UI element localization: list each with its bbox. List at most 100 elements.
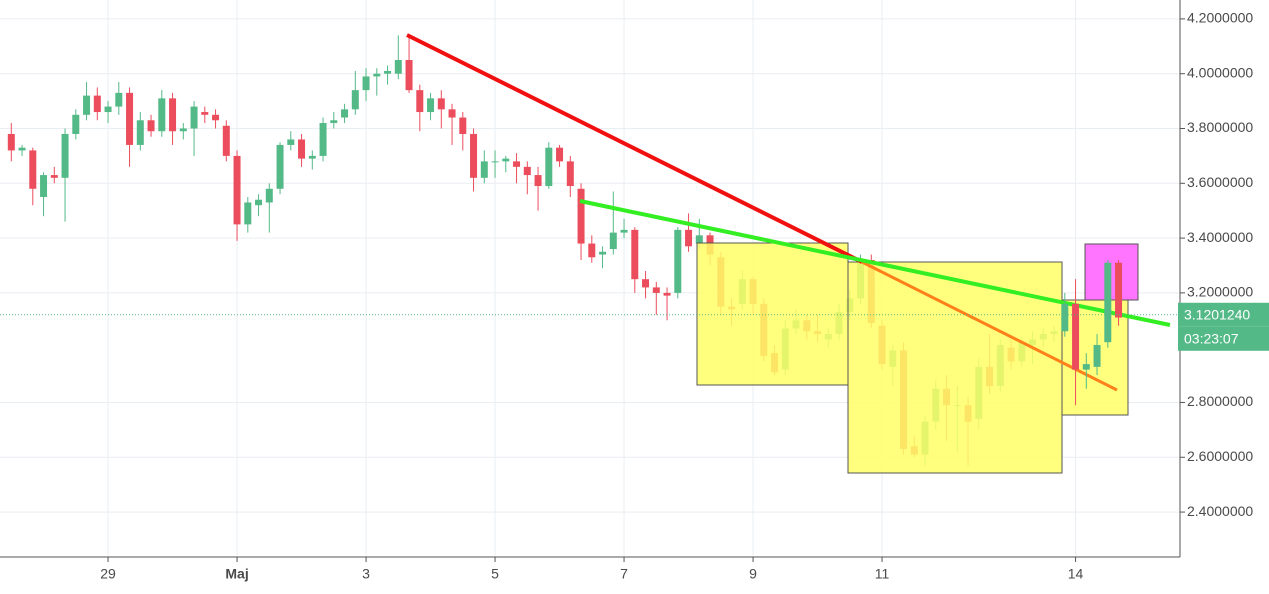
candle-body (265, 188, 273, 203)
candle-body (319, 123, 327, 156)
candle-body (427, 98, 435, 113)
candle-body (685, 229, 693, 247)
candle-body (609, 232, 617, 250)
candle-body (330, 120, 338, 124)
candle-body (566, 161, 574, 187)
candle-body (201, 112, 209, 115)
axis-labels: 2.4000000 2.6000000 2.8000000 3.2000000 3.40… (0, 10, 1269, 582)
candle-body (1082, 364, 1090, 370)
candle-body (416, 90, 424, 113)
candle-body (1093, 344, 1101, 367)
candle-body (255, 199, 263, 206)
candle-body (115, 92, 123, 107)
candle-body (448, 109, 456, 118)
candle-body (545, 147, 553, 187)
annotations (406, 33, 1171, 474)
candle-body (534, 175, 542, 187)
candle-body (72, 114, 80, 134)
x-tick-label: 3 (362, 566, 370, 582)
red-trendline (406, 33, 863, 264)
candle-body (674, 229, 682, 293)
timer-tag (1178, 326, 1269, 351)
candle-body (40, 175, 48, 197)
candle-body (695, 235, 703, 244)
candle-body (104, 106, 112, 113)
timer-label: 03:23:07 (1184, 330, 1239, 346)
y-tick-label: 4.2000000 (1187, 10, 1253, 26)
candle-body (556, 147, 564, 162)
candle-body (276, 144, 284, 189)
candle-body (29, 150, 37, 189)
last-price-tag (1178, 302, 1269, 327)
candle-body (18, 147, 26, 151)
candle-body (7, 133, 15, 151)
candle-body (1104, 262, 1112, 343)
candle-body (513, 161, 521, 167)
candle-body (158, 98, 166, 132)
candle-body (50, 175, 58, 178)
y-tick-label: 2.6000000 (1187, 448, 1253, 464)
candle-body (308, 155, 316, 159)
candle-body (179, 128, 187, 132)
candle-body (212, 114, 220, 121)
candle-body (470, 133, 478, 178)
candle-body (1115, 262, 1123, 318)
candle-body (169, 98, 177, 132)
magenta-box (1084, 243, 1139, 301)
x-tick-label: 11 (875, 566, 890, 582)
candle-body (502, 158, 510, 162)
yellow-box (847, 261, 1063, 474)
candle-body (222, 125, 230, 156)
candle-body (599, 251, 607, 255)
candle-body (287, 139, 295, 145)
candle-body (437, 98, 445, 110)
candle-body (83, 95, 91, 115)
candle-body (373, 73, 381, 77)
candle-body (480, 161, 488, 178)
candle-body (362, 76, 370, 91)
x-tick-label: 29 (100, 566, 116, 582)
x-tick-label: 5 (491, 566, 499, 582)
candle-body (126, 92, 134, 145)
y-tick-label: 2.4000000 (1187, 503, 1253, 519)
green-trendline (579, 199, 1171, 327)
candle-body (341, 109, 349, 118)
candle-body (631, 229, 639, 280)
candle-body (663, 292, 671, 296)
x-tick-label: 14 (1068, 566, 1084, 582)
candle-body (233, 155, 241, 225)
candle-body (1072, 303, 1080, 370)
last-price-label: 3.1201240 (1184, 306, 1250, 322)
candle-body (652, 287, 660, 293)
candle-body (394, 60, 402, 74)
y-tick-label: 4.0000000 (1187, 64, 1253, 80)
candle-body (459, 117, 467, 134)
candle-body (642, 279, 650, 288)
y-tick-label: 2.8000000 (1187, 393, 1253, 409)
x-tick-label: 9 (749, 566, 757, 582)
y-tick-label: 3.2000000 (1187, 284, 1253, 300)
candle-body (61, 133, 69, 178)
candle-body (351, 90, 359, 110)
candle-body (523, 166, 531, 176)
y-tick-label: 3.6000000 (1187, 174, 1253, 190)
candle-body (405, 60, 413, 91)
y-tick-label: 3.8000000 (1187, 119, 1253, 135)
candle-body (588, 243, 596, 258)
y-tick-label: 3.4000000 (1187, 229, 1253, 245)
candle-body (1061, 303, 1069, 332)
candle-body (244, 202, 252, 225)
candle-body (136, 120, 144, 145)
candle-body (298, 139, 306, 159)
candle-body (190, 106, 198, 129)
candle-body (491, 161, 499, 163)
x-tick-label: 7 (620, 566, 628, 582)
candle-body (93, 95, 101, 113)
yellow-box (696, 242, 849, 386)
candles-over (1061, 260, 1123, 406)
candle-body (384, 70, 392, 74)
candle-body (620, 229, 628, 233)
candle-body (577, 188, 585, 244)
